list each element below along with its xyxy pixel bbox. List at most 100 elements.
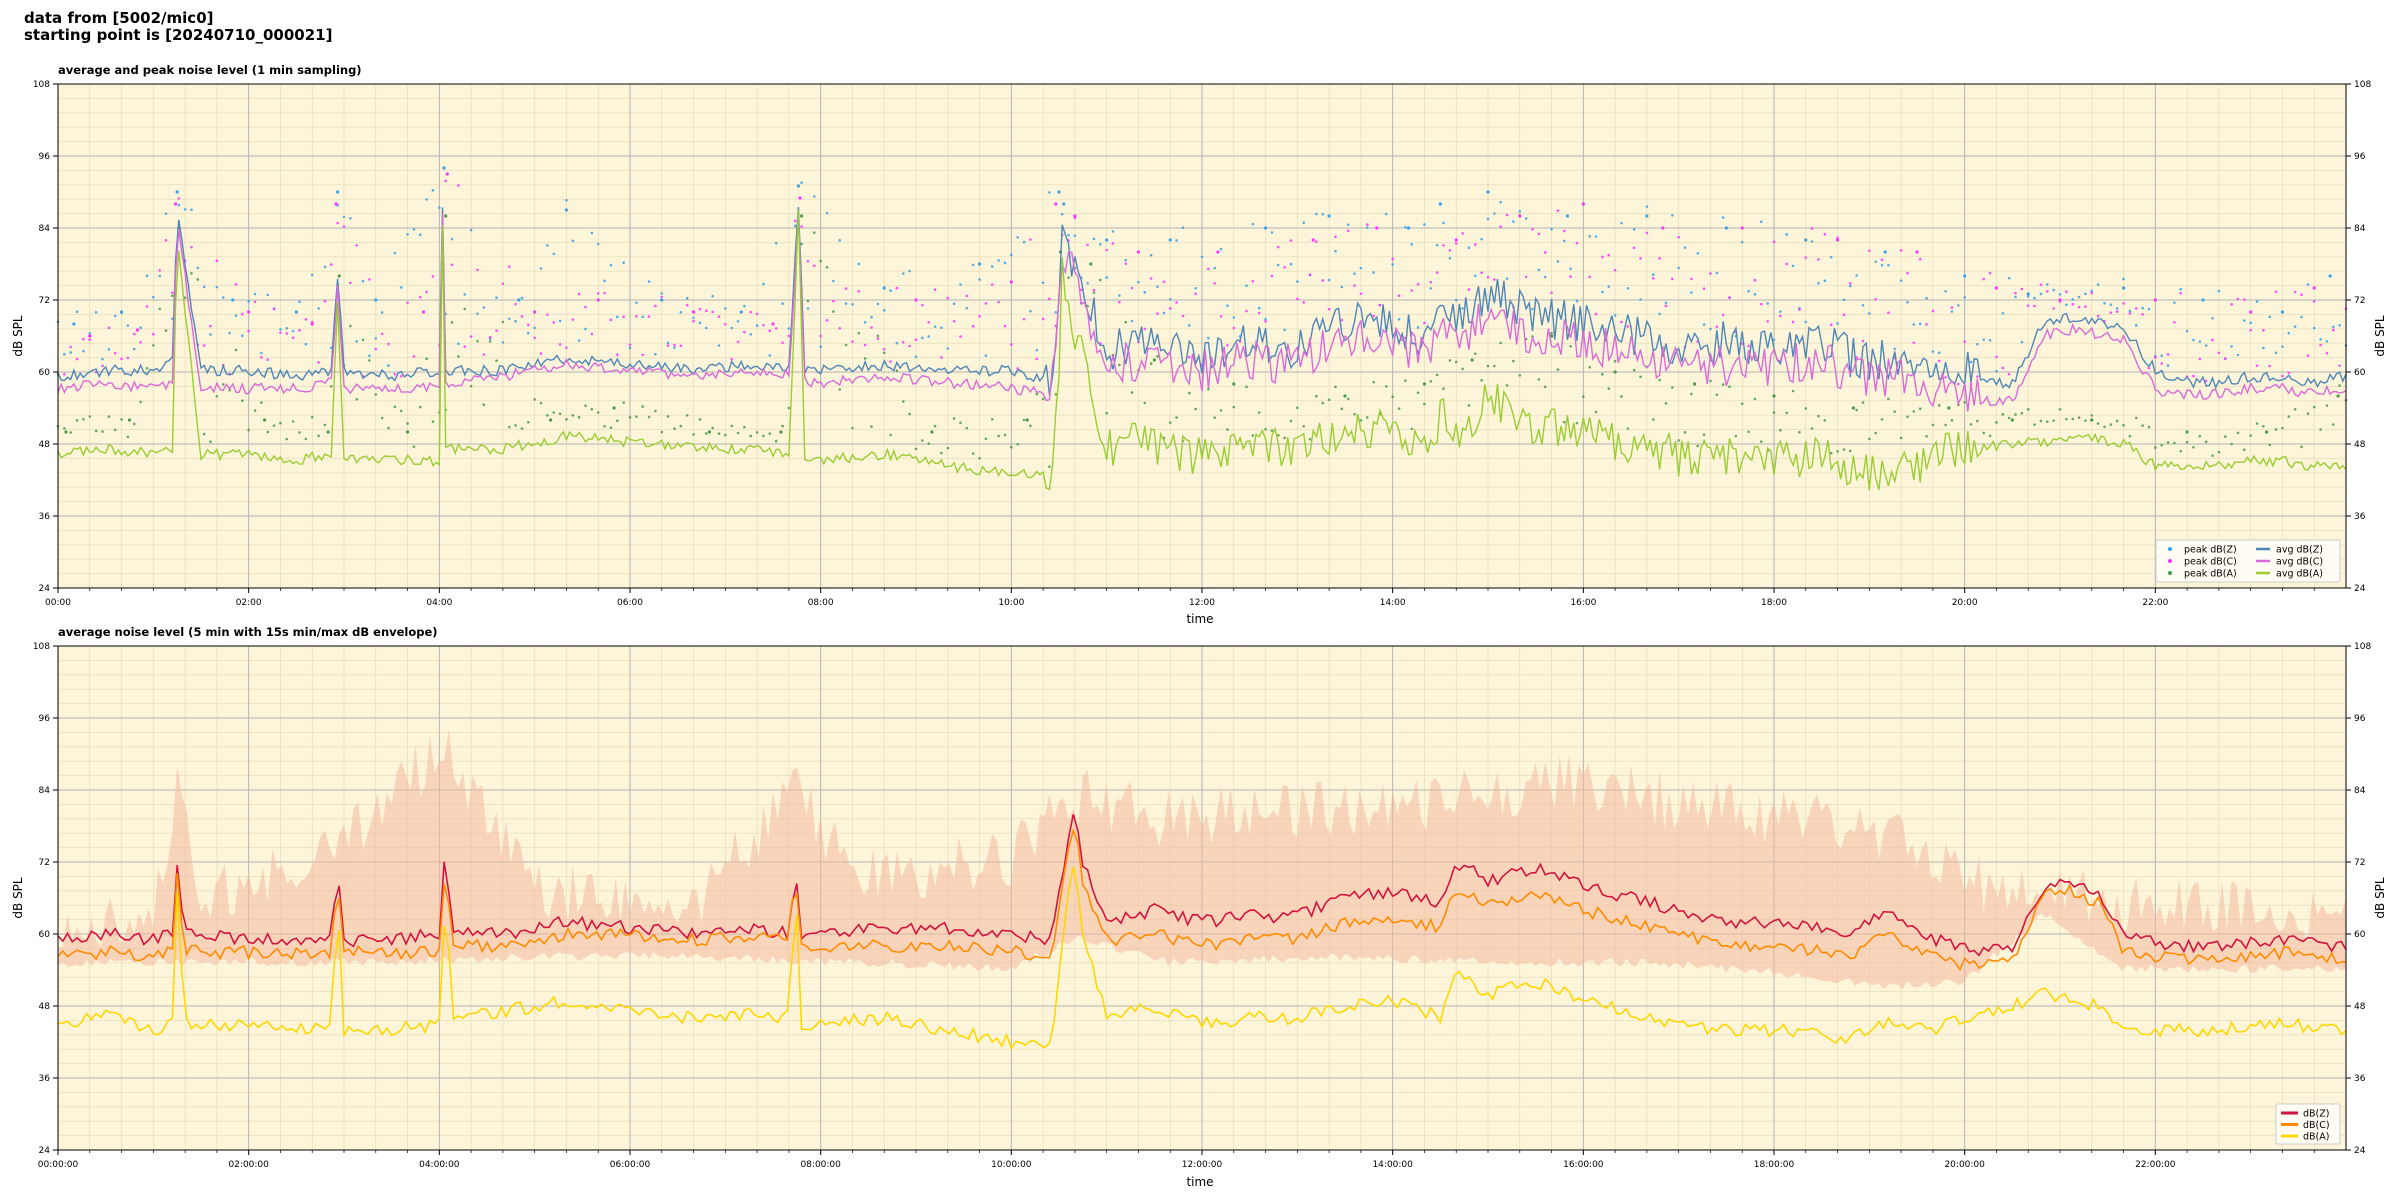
peak-point [234,314,238,318]
peak-point [1549,334,1554,338]
peak-point [177,203,181,207]
peak-point [971,452,975,455]
peak-point [63,372,66,376]
peak-point [2039,283,2043,286]
peak-point [323,265,327,269]
peak-point [1944,376,1947,379]
peak-point [1887,263,1890,267]
peak-point [1194,407,1197,411]
peak-point [1550,227,1553,231]
peak-point [406,232,409,236]
peak-point [1702,323,1706,326]
peak-point [2153,298,2157,302]
peak-point [1950,310,1954,313]
peak-point [2122,277,2125,281]
peak-point [1677,439,1680,442]
line-dba [57,867,2347,1050]
peak-point [2058,298,2062,302]
peak-point [2211,316,2214,320]
peak-point [2293,325,2297,328]
peak-point [501,341,505,344]
peak-point [1251,434,1255,437]
peak-point [139,326,142,330]
peak-point [2300,445,2303,449]
peak-point [946,296,950,300]
peak-point [145,366,149,370]
peak-point [1010,253,1013,257]
peak-point [1486,190,1490,194]
peak-point [1747,344,1750,348]
y-tick-label-right: 36 [2354,512,2366,522]
peak-point [1022,418,1026,422]
peak-point [209,324,212,328]
peak-point [882,351,886,355]
peak-point [495,296,498,299]
peak-point [1988,338,1992,342]
peak-point [779,430,783,434]
peak-point [1092,237,1096,241]
peak-point [819,259,822,263]
peak-point [1893,410,1897,413]
peak-point [1397,407,1401,410]
y-tick-label-right: 108 [2354,80,2371,90]
peak-point [342,215,346,219]
peak-point [577,292,581,296]
peak-point [247,310,251,314]
peak-point [660,298,664,302]
peak-point [399,409,403,413]
peak-point [82,337,85,341]
x-tick-label: 04:00 [426,598,452,608]
peak-point [1168,421,1172,424]
peak-point [520,315,524,318]
peak-point [234,348,238,352]
peak-point [565,198,568,202]
peak-point [1442,387,1445,390]
peak-point [1334,235,1337,239]
peak-point [113,314,117,318]
peak-point [1493,212,1496,215]
peak-point [1397,317,1401,321]
peak-point [507,317,511,321]
peak-point [1982,338,1986,341]
y-tick-label-right: 72 [2354,296,2365,306]
peak-point [1842,448,1846,451]
peak-point [901,272,905,275]
peak-point [641,405,645,408]
peak-point [615,315,619,319]
peak-point [1423,402,1426,406]
peak-point [457,184,460,187]
peak-point [2160,443,2163,447]
peak-point [1747,430,1750,434]
y-tick-label-left: 48 [39,440,51,450]
peak-point [901,340,905,344]
peak-point [2249,310,2253,314]
peak-point [374,347,378,351]
peak-point [774,241,778,245]
peak-point [126,356,130,360]
peak-point [1232,382,1236,386]
peak-point [1620,395,1623,398]
peak-point [1607,387,1611,390]
legend-label: peak dB(Z) [2184,545,2237,556]
top-x-axis-label: time [1186,612,1213,626]
peak-point [698,307,702,311]
peak-point [75,357,79,361]
peak-point [2293,290,2297,294]
peak-point [266,430,270,434]
peak-point [135,328,140,332]
peak-point [691,310,696,314]
peak-point [736,320,740,323]
peak-point [241,334,244,338]
peak-point [1810,427,1814,430]
peak-point [120,418,123,421]
peak-point [1556,368,1560,371]
y-tick-label-left: 72 [39,296,50,306]
peak-point [1067,276,1070,279]
peak-point [1289,419,1293,423]
peak-point [990,283,994,286]
peak-point [1823,232,1827,236]
peak-point [743,304,746,308]
peak-point [793,219,797,223]
peak-point [1410,289,1414,292]
peak-point [1099,278,1102,282]
